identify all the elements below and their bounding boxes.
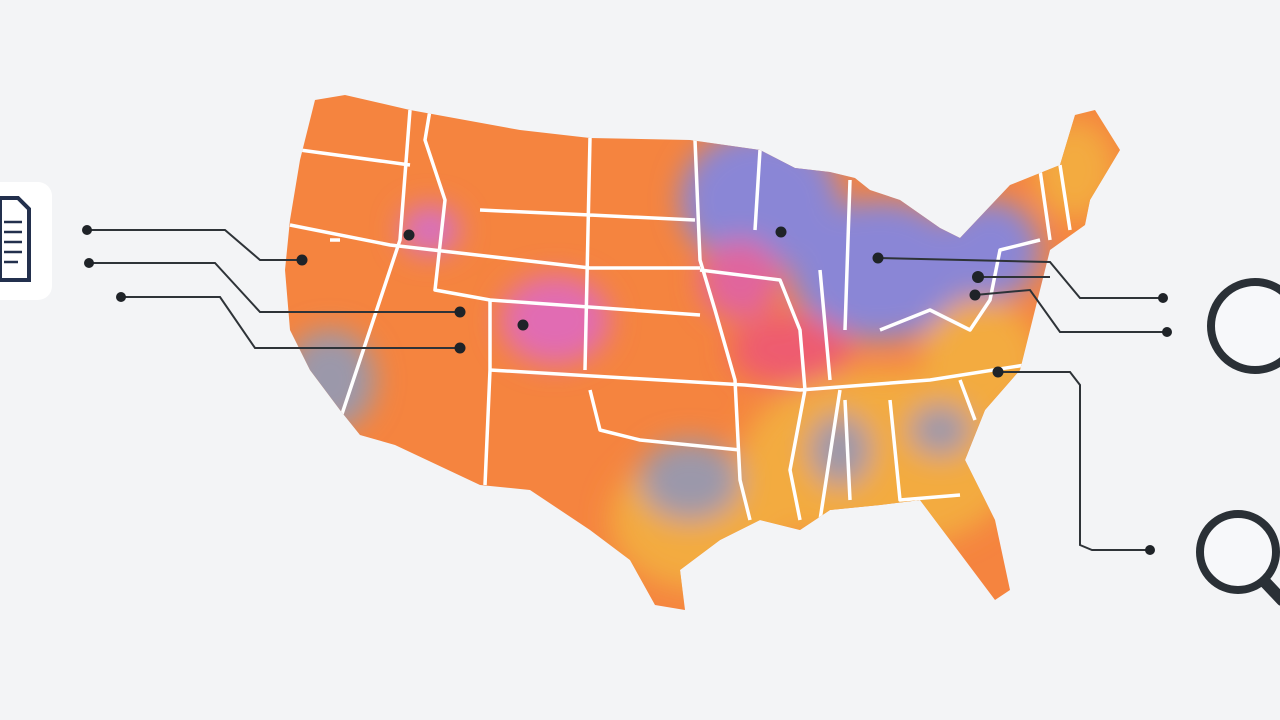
document-card xyxy=(0,182,52,300)
callout-dots xyxy=(82,225,1172,555)
callout-lines xyxy=(87,229,1167,551)
magnifier-icons xyxy=(1196,278,1280,606)
